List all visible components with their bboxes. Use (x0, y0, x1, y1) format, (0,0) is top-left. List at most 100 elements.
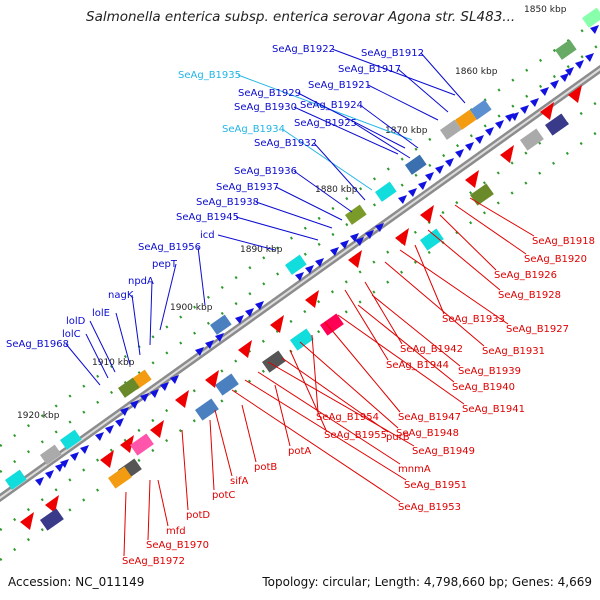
reverse-gene-label[interactable]: potC (212, 490, 235, 501)
forward-gene-label[interactable]: pepT (152, 259, 178, 270)
reverse-leader-line (123, 491, 127, 557)
gene-labels[interactable]: SeAg_B1922 SeAg_B1912 SeAg_B1917 SeAg_B1935… (6, 44, 595, 567)
forward-gene-arrow (398, 195, 407, 204)
forward-gene-label[interactable]: lolE (92, 308, 110, 319)
forward-gene-label[interactable]: icd (200, 230, 215, 241)
reverse-gene-arrow (568, 85, 582, 103)
reverse-gene-label[interactable]: SeAg_B1933 (442, 314, 505, 325)
reverse-gene-label[interactable]: SeAg_B1920 (524, 254, 587, 265)
forward-leader-line (281, 128, 373, 191)
reverse-gene-label[interactable]: potD (186, 510, 210, 521)
reverse-gene-label[interactable]: SeAg_B1970 (146, 540, 209, 551)
reverse-leader-line (439, 214, 497, 271)
forward-gene-arrow (590, 25, 599, 34)
reverse-gene-label[interactable]: SeAg_B1944 (386, 360, 449, 371)
reverse-gene-label[interactable]: potB (254, 462, 277, 473)
reverse-gene-label[interactable]: SeAg_B1951 (404, 480, 467, 491)
forward-gene-label[interactable]: SeAg_B1921 (308, 80, 371, 91)
gene-block-reverse (520, 128, 544, 151)
gene-block (554, 39, 577, 60)
reverse-gene-label[interactable]: SeAg_B1940 (452, 382, 515, 393)
forward-leader-line (293, 170, 353, 213)
forward-gene-label[interactable]: lolD (66, 316, 86, 327)
reverse-gene-label[interactable]: SeAg_B1926 (494, 270, 557, 281)
forward-gene-arrow (530, 98, 539, 107)
reverse-gene-label[interactable]: SeAg_B1927 (506, 324, 569, 335)
forward-leader-line (85, 333, 109, 379)
forward-gene-label[interactable]: SeAg_B1956 (138, 242, 201, 253)
gene-block (5, 469, 27, 490)
reverse-gene-label[interactable]: SeAg_B1947 (398, 412, 461, 423)
forward-gene-label[interactable]: SeAg_B1968 (6, 339, 69, 350)
forward-gene-label[interactable]: SeAg_B1937 (216, 182, 279, 193)
reverse-leader-line (241, 404, 257, 463)
reverse-gene-label[interactable]: SeAg_B1942 (400, 344, 463, 355)
gene-block (470, 99, 492, 120)
reverse-leader-line (214, 409, 233, 477)
forward-leader-line (353, 122, 411, 159)
forward-leader-line (397, 68, 449, 113)
reverse-gene-label[interactable]: SeAg_B1953 (398, 502, 461, 513)
forward-gene-label[interactable]: SeAg_B1929 (238, 88, 301, 99)
forward-gene-label[interactable]: SeAg_B1932 (254, 138, 317, 149)
reverse-gene-label[interactable]: mnmA (398, 464, 431, 475)
forward-gene-label[interactable]: SeAg_B1935 (178, 70, 241, 81)
forward-gene-label[interactable]: SeAg_B1930 (234, 102, 297, 113)
genome-title: Salmonella enterica subsp. enterica sero… (86, 9, 516, 25)
reverse-gene-label[interactable]: SeAg_B1949 (412, 446, 475, 457)
forward-gene-label[interactable]: lolC (62, 329, 81, 340)
forward-gene-label[interactable]: SeAg_B1925 (294, 118, 357, 129)
reverse-gene-label[interactable]: SeAg_B1928 (498, 290, 561, 301)
reverse-gene-label[interactable]: SeAg_B1939 (458, 366, 521, 377)
forward-leader-line (367, 84, 439, 121)
reverse-gene-label[interactable]: SeAg_B1948 (396, 428, 459, 439)
tick-label: 1880 kbp (315, 185, 358, 195)
forward-gene-arrow (485, 127, 494, 136)
forward-gene-label[interactable]: nagK (108, 290, 134, 301)
gene-block (345, 204, 367, 225)
gene-block-reverse (320, 313, 344, 336)
forward-gene-arrow (350, 233, 359, 242)
reverse-gene-label[interactable]: purB (386, 432, 410, 443)
reverse-gene-label[interactable]: SeAg_B1918 (532, 236, 595, 247)
forward-gene-label[interactable]: npdA (128, 276, 154, 287)
forward-gene-label[interactable]: SeAg_B1917 (338, 64, 401, 75)
reverse-gene-arrow (45, 495, 59, 513)
forward-gene-label[interactable]: SeAg_B1934 (222, 124, 285, 135)
reverse-gene-label[interactable]: mfd (166, 526, 186, 537)
reverse-leader-line (244, 379, 407, 481)
reverse-gene-label[interactable]: potA (288, 446, 311, 457)
gene-block-reverse (545, 113, 569, 136)
forward-gene-label[interactable]: SeAg_B1912 (361, 48, 424, 59)
reverse-gene-label[interactable]: SeAg_B1955 (324, 430, 387, 441)
gene-block (39, 444, 62, 465)
forward-gene-label[interactable]: SeAg_B1938 (196, 197, 259, 208)
reverse-gene-arrow (100, 450, 114, 468)
reverse-gene-label[interactable]: SeAg_B1954 (316, 412, 379, 423)
forward-gene-arrow (408, 188, 417, 197)
reverse-leader-line (147, 479, 151, 541)
forward-gene-arrow (505, 113, 514, 122)
gene-block (405, 154, 427, 175)
forward-leader-line (131, 294, 141, 356)
forward-gene-arrow (585, 53, 594, 62)
reverse-gene-arrow (175, 390, 189, 408)
forward-gene-arrow (540, 87, 549, 96)
forward-gene-arrow (170, 375, 179, 384)
reverse-gene-label[interactable]: SeAg_B1931 (482, 346, 545, 357)
reverse-gene-label[interactable]: SeAg_B1972 (122, 556, 185, 567)
reverse-gene-label[interactable]: sifA (230, 476, 249, 487)
forward-gene-label[interactable]: SeAg_B1924 (300, 100, 363, 111)
reverse-leader-line (364, 281, 403, 345)
reverse-gene-arrow (205, 370, 219, 388)
forward-gene-arrow (215, 333, 224, 342)
reverse-gene-label[interactable]: SeAg_B1941 (462, 404, 525, 415)
forward-gene-label[interactable]: SeAg_B1922 (272, 44, 335, 55)
forward-gene-arrow (60, 459, 69, 468)
forward-gene-arrow (445, 158, 454, 167)
gene-block (454, 109, 477, 130)
forward-gene-arrow (520, 105, 529, 114)
forward-gene-label[interactable]: SeAg_B1936 (234, 166, 297, 177)
forward-gene-label[interactable]: SeAg_B1945 (176, 212, 239, 223)
